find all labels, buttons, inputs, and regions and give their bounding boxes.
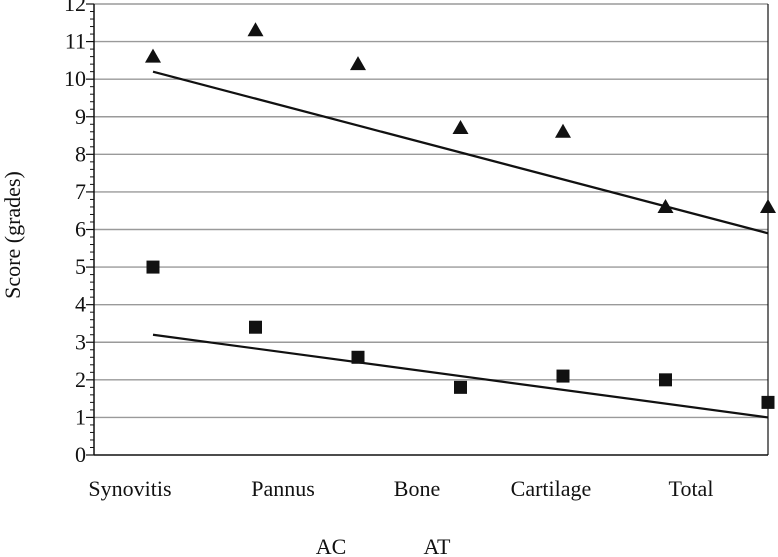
- axes: [86, 3, 769, 456]
- y-tick-label: 8: [75, 141, 86, 166]
- y-axis-title: Score (grades): [0, 171, 25, 299]
- legend: AC AT: [316, 534, 451, 557]
- data-point-ac: [761, 395, 775, 409]
- x-category-label: Total: [669, 476, 714, 501]
- y-tick-label: 1: [75, 404, 86, 429]
- data-point-at: [555, 123, 571, 138]
- data-point-ac: [659, 373, 672, 387]
- data-point-ac: [351, 350, 365, 364]
- x-category-label: Bone: [394, 476, 440, 501]
- y-tick-label: 11: [65, 29, 86, 54]
- data-point-ac: [146, 260, 160, 274]
- trendline-at: [152, 70, 769, 235]
- data-point-ac: [556, 369, 570, 383]
- x-category-labels: Synovitis Pannus Bone Cartilage Total: [88, 476, 713, 501]
- legend-label-ac: AC: [316, 534, 347, 557]
- y-tick-label: 0: [75, 442, 86, 467]
- y-tick-label: 9: [75, 104, 86, 129]
- data-point-at: [247, 22, 264, 37]
- data-points: [145, 22, 776, 409]
- y-tick-label: 4: [75, 292, 86, 317]
- y-tick-label: 2: [75, 367, 86, 392]
- data-point-at: [657, 198, 674, 213]
- y-tick-label: 7: [75, 179, 86, 204]
- data-point-at: [145, 48, 161, 63]
- data-point-at: [350, 56, 366, 71]
- y-tick-label: 6: [75, 217, 86, 242]
- x-category-label: Cartilage: [511, 476, 592, 501]
- data-point-ac: [249, 320, 262, 334]
- data-point-ac: [454, 380, 467, 394]
- y-tick-label: 3: [75, 329, 86, 354]
- trendline-ac: [152, 333, 769, 419]
- x-category-label: Pannus: [251, 476, 315, 501]
- x-category-label: Synovitis: [88, 476, 171, 501]
- y-tick-label: 12: [64, 0, 86, 16]
- data-point-at: [452, 120, 469, 135]
- y-tick-label: 10: [64, 66, 86, 91]
- legend-label-at: AT: [424, 534, 451, 557]
- y-tick-label: 5: [75, 254, 86, 279]
- data-point-at: [760, 198, 776, 213]
